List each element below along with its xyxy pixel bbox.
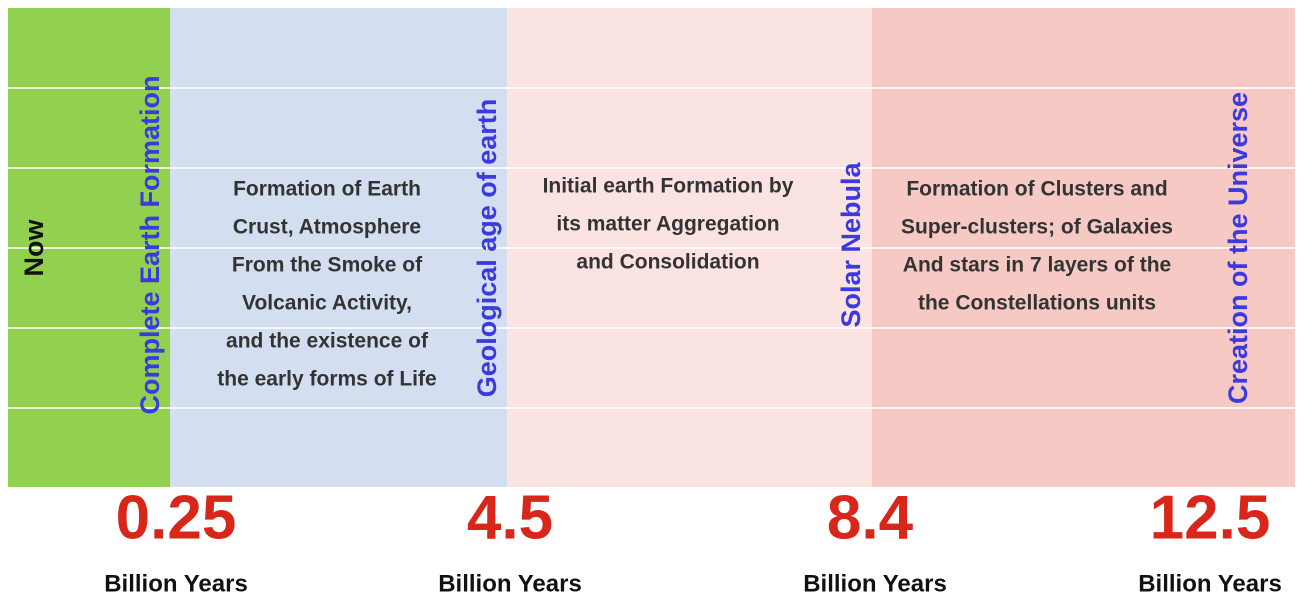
row-lines: [8, 87, 1295, 409]
period-text: And stars in 7 layers of the: [903, 254, 1171, 277]
boundary-unit: Billion Years: [104, 570, 248, 597]
period-text: the early forms of Life: [217, 368, 436, 391]
boundary-value: 0.25: [116, 483, 237, 552]
period-text: and the existence of: [226, 330, 429, 353]
period-text: the Constellations units: [918, 292, 1156, 315]
boundary-unit: Billion Years: [438, 570, 582, 597]
dynamic: Complete Earth Formation 0.25 Billion Year…: [104, 75, 1282, 597]
boundary-label: Complete Earth Formation: [135, 75, 165, 414]
period-text: its matter Aggregation: [556, 213, 779, 236]
boundary-unit: Billion Years: [803, 570, 947, 597]
boundary-value: 12.5: [1150, 483, 1271, 552]
boundary-label: Solar Nebula: [836, 161, 866, 327]
period-text: Volcanic Activity,: [242, 292, 412, 315]
boundary-label: Creation of the Universe: [1223, 92, 1253, 404]
period-text: and Consolidation: [576, 251, 759, 274]
period-text: Formation of Clusters and: [906, 178, 1167, 201]
boundary-unit: Billion Years: [1138, 570, 1282, 597]
period-text: Initial earth Formation by: [543, 175, 794, 198]
period-text: Crust, Atmosphere: [233, 216, 421, 239]
now-label: Now: [19, 219, 49, 277]
boundary-label: Geological age of earth: [472, 99, 502, 398]
boundary-value: 8.4: [827, 483, 914, 552]
period-text: Formation of Earth: [233, 178, 421, 201]
period-text: Super-clusters; of Galaxies: [901, 216, 1173, 239]
boundary-value: 4.5: [467, 483, 553, 552]
period-text: From the Smoke of: [232, 254, 423, 277]
